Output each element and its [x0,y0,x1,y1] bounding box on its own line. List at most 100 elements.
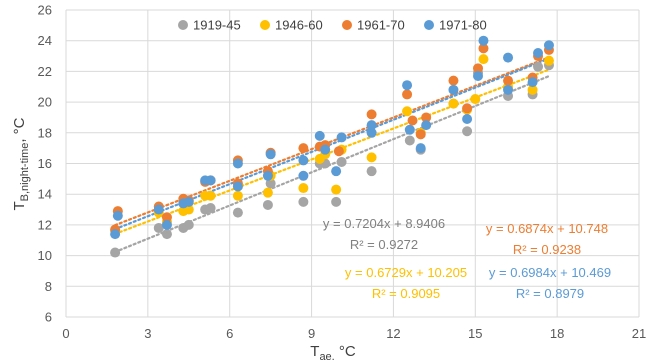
y-tick-label: 14 [38,187,52,202]
x-axis-label-unit: °C [335,343,356,360]
x-axis-label-subscript: ae, [319,351,334,360]
data-point-1946-60 [470,94,481,105]
data-point-1919-45 [298,196,309,207]
data-point-1946-60 [232,190,243,201]
data-point-1971-80 [183,196,194,207]
data-point-1919-45 [331,196,342,207]
y-tick-label: 26 [38,3,52,18]
data-point-1971-80 [320,144,331,155]
data-point-1919-45 [153,222,164,233]
x-tick-label: 6 [226,326,233,341]
data-point-1971-80 [527,77,538,88]
y-tick-label: 6 [45,310,52,325]
y-tick-label: 22 [38,64,52,79]
x-tick-label: 18 [550,326,564,341]
data-point-1971-80 [543,40,554,51]
data-point-1971-80 [448,84,459,95]
data-point-1971-80 [473,71,484,82]
data-point-1971-80 [366,127,377,138]
data-point-1971-80 [110,229,121,240]
data-point-1961-70 [462,103,473,114]
data-point-1946-60 [478,54,489,65]
data-point-1971-80 [503,52,514,63]
y-axis-label: TB,night-time, °C [11,117,31,210]
equation-1919-45: y = 0.7204x + 8.9406 [323,216,445,231]
y-axis-label-subscript: B,night-time [19,143,31,202]
data-point-1971-80 [112,210,123,221]
data-point-1961-70 [161,212,172,223]
equation-1971-80: y = 0.6984x + 10.469 [489,265,611,280]
legend-marker-1919-45 [178,20,188,30]
data-point-1971-80 [478,35,489,46]
x-tick-label: 21 [632,326,646,341]
data-point-1971-80 [161,219,172,230]
data-point-1919-45 [265,178,276,189]
legend-label-1919-45: 1919-45 [193,18,241,33]
data-point-1971-80 [331,166,342,177]
data-point-1971-80 [262,170,273,181]
data-point-1971-80 [421,120,432,131]
equation-1961-70: y = 0.6874x + 10.748 [486,221,608,236]
data-point-1971-80 [415,143,426,154]
data-point-1946-60 [448,98,459,109]
data-point-1961-70 [402,89,413,100]
data-point-1971-80 [314,130,325,141]
data-point-1971-80 [462,113,473,124]
legend-marker-1971-80 [424,20,434,30]
data-point-1919-45 [404,135,415,146]
gridlines [65,9,640,318]
data-point-1971-80 [153,204,164,215]
data-point-1971-80 [336,132,347,143]
data-point-1971-80 [404,124,415,135]
x-tick-label: 0 [62,326,69,341]
data-point-1919-45 [336,156,347,167]
data-point-1971-80 [232,181,243,192]
data-point-1919-45 [366,166,377,177]
y-tick-label: 16 [38,156,52,171]
data-point-1971-80 [298,170,309,181]
y-tick-label: 20 [38,95,52,110]
data-point-1919-45 [262,199,273,210]
data-points [110,35,554,258]
x-axis-ticks: 0 3 6 9 12 15 18 21 [62,326,646,341]
data-point-1971-80 [265,149,276,160]
r-squared-1971-80: R² = 0.8979 [516,286,584,301]
data-point-1971-80 [232,158,243,169]
data-point-1946-60 [543,55,554,66]
data-point-1961-70 [478,43,489,54]
data-point-1919-45 [232,207,243,218]
y-tick-label: 10 [38,248,52,263]
data-point-1946-60 [366,152,377,163]
data-point-1961-70 [473,63,484,74]
legend-marker-1961-70 [342,20,352,30]
trendline-equations: y = 0.7204x + 8.9406 R² = 0.9272 y = 0.672… [323,216,611,301]
legend: 1919-45 1946-60 1961-70 1971-80 [178,18,487,33]
y-tick-label: 24 [38,33,52,48]
data-point-1946-60 [205,190,216,201]
r-squared-1919-45: R² = 0.9272 [350,237,418,252]
data-point-1919-45 [462,126,473,137]
data-point-1946-60 [402,106,413,117]
data-point-1946-60 [298,183,309,194]
x-tick-label: 9 [308,326,315,341]
data-point-1919-45 [161,229,172,240]
x-tick-label: 12 [386,326,400,341]
y-axis-ticks: 6 8 10 12 14 16 18 20 22 24 26 [38,3,52,325]
data-point-1961-70 [333,146,344,157]
x-axis-label-main: T [310,343,319,360]
data-point-1961-70 [407,115,418,126]
r-squared-1961-70: R² = 0.9238 [513,242,581,257]
x-tick-label: 3 [144,326,151,341]
data-point-1919-45 [110,247,121,258]
data-point-1961-70 [503,75,514,86]
data-point-1961-70 [298,143,309,154]
y-axis-label-main: T [11,201,28,210]
x-tick-label: 15 [468,326,482,341]
y-axis-label-unit: , °C [11,117,28,142]
data-point-1961-70 [448,75,459,86]
legend-label-1961-70: 1961-70 [357,18,405,33]
data-point-1946-60 [527,84,538,95]
data-point-1971-80 [402,80,413,91]
data-point-1961-70 [421,112,432,123]
